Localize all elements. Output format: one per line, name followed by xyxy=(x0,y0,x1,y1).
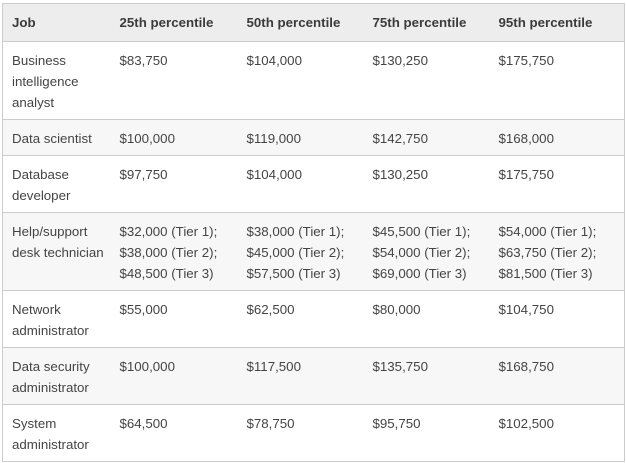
column-header-job: Job xyxy=(2,3,111,42)
job-cell: Help/support desk technician xyxy=(2,212,111,291)
job-cell: Database developer xyxy=(2,155,111,213)
salary-value-cell: $55,000 xyxy=(110,290,238,348)
salary-value-cell: $104,000 xyxy=(237,155,364,213)
job-cell: Business intelligence analyst xyxy=(2,41,111,120)
table-row: Help/support desk technician $32,000 (Tie… xyxy=(2,212,625,291)
salary-value-cell: $142,750 xyxy=(363,119,490,156)
salary-percentile-table: Job 25th percentile 50th percentile 75th… xyxy=(2,3,625,462)
job-cell: System administrator xyxy=(2,404,111,462)
salary-value-cell: $100,000 xyxy=(110,119,238,156)
table-row: Business intelligence analyst $83,750 $104… xyxy=(2,41,625,120)
job-cell: Data security administrator xyxy=(2,347,111,405)
salary-value-cell: $168,000 xyxy=(489,119,625,156)
salary-value-cell: $54,000 (Tier 1); $63,750 (Tier 2); $81,… xyxy=(489,212,625,291)
salary-value-cell: $32,000 (Tier 1); $38,000 (Tier 2); $48,… xyxy=(110,212,238,291)
table-row: Database developer $97,750 $104,000 $130,25… xyxy=(2,155,625,213)
salary-value-cell: $168,750 xyxy=(489,347,625,405)
table-row: Data security administrator $100,000 $117,… xyxy=(2,347,625,405)
salary-value-cell: $95,750 xyxy=(363,404,490,462)
salary-value-cell: $100,000 xyxy=(110,347,238,405)
table-row: Data scientist $100,000 $119,000 $142,750 $1… xyxy=(2,119,625,156)
table-body: Business intelligence analyst $83,750 $104… xyxy=(2,41,625,462)
salary-value-cell: $175,750 xyxy=(489,155,625,213)
column-header-75th-percentile: 75th percentile xyxy=(363,3,490,42)
salary-value-cell: $130,250 xyxy=(363,41,490,120)
table-row: System administrator $64,500 $78,750 $95,75… xyxy=(2,404,625,462)
job-cell: Network administrator xyxy=(2,290,111,348)
salary-value-cell: $97,750 xyxy=(110,155,238,213)
salary-value-cell: $80,000 xyxy=(363,290,490,348)
salary-value-cell: $78,750 xyxy=(237,404,364,462)
salary-value-cell: $117,500 xyxy=(237,347,364,405)
column-header-50th-percentile: 50th percentile xyxy=(237,3,364,42)
job-cell: Data scientist xyxy=(2,119,111,156)
salary-value-cell: $135,750 xyxy=(363,347,490,405)
column-header-95th-percentile: 95th percentile xyxy=(489,3,625,42)
salary-value-cell: $130,250 xyxy=(363,155,490,213)
salary-value-cell: $104,750 xyxy=(489,290,625,348)
header-row: Job 25th percentile 50th percentile 75th… xyxy=(2,3,625,42)
salary-value-cell: $119,000 xyxy=(237,119,364,156)
salary-value-cell: $38,000 (Tier 1); $45,000 (Tier 2); $57,… xyxy=(237,212,364,291)
salary-value-cell: $104,000 xyxy=(237,41,364,120)
salary-value-cell: $45,500 (Tier 1); $54,000 (Tier 2); $69,… xyxy=(363,212,490,291)
salary-value-cell: $64,500 xyxy=(110,404,238,462)
column-header-25th-percentile: 25th percentile xyxy=(110,3,238,42)
table-header: Job 25th percentile 50th percentile 75th… xyxy=(2,3,625,42)
salary-value-cell: $102,500 xyxy=(489,404,625,462)
salary-value-cell: $62,500 xyxy=(237,290,364,348)
salary-value-cell: $175,750 xyxy=(489,41,625,120)
table-row: Network administrator $55,000 $62,500 $80,0… xyxy=(2,290,625,348)
salary-value-cell: $83,750 xyxy=(110,41,238,120)
